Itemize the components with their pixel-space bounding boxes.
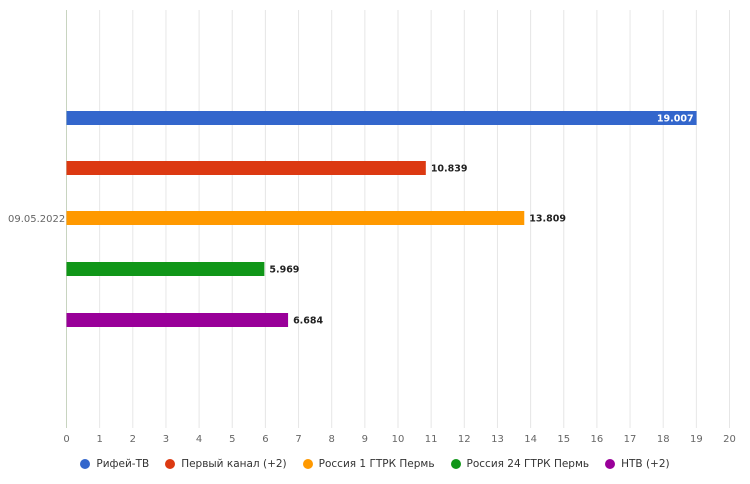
x-tick-label: 10	[392, 434, 405, 445]
x-tick-label: 11	[425, 434, 438, 445]
legend-dot-icon	[165, 459, 176, 469]
x-tick-label: 16	[591, 434, 604, 445]
legend-item[interactable]: Первый канал (+2)	[165, 458, 287, 470]
x-tick-label: 7	[295, 434, 301, 445]
x-tick-label: 14	[524, 434, 537, 445]
legend-dot-icon	[450, 459, 461, 469]
x-tick-label: 8	[329, 434, 335, 445]
x-tick-label: 6	[262, 434, 268, 445]
bar[interactable]	[66, 161, 426, 175]
data-label: 19.007	[657, 114, 694, 125]
x-tick-label: 13	[491, 434, 504, 445]
x-tick-label: 12	[458, 434, 471, 445]
legend-label: Россия 24 ГТРК Пермь	[466, 458, 590, 470]
legend-label: Рифей-ТВ	[96, 458, 150, 470]
x-tick-label: 20	[723, 434, 736, 445]
legend-item[interactable]: Россия 24 ГТРК Пермь	[450, 458, 590, 470]
legend-item[interactable]: Россия 1 ГТРК Пермь	[302, 458, 435, 470]
legend-label: Первый канал (+2)	[181, 458, 287, 470]
bar[interactable]	[66, 313, 289, 327]
x-tick-label: 3	[163, 434, 169, 445]
x-tick-label: 17	[624, 434, 637, 445]
bar[interactable]	[66, 111, 697, 125]
data-label: 6.684	[293, 316, 323, 327]
legend-dot-icon	[605, 459, 616, 469]
data-label: 10.839	[431, 164, 468, 175]
bar[interactable]	[66, 211, 525, 225]
x-tick-label: 18	[657, 434, 670, 445]
x-tick-label: 15	[557, 434, 570, 445]
legend-item[interactable]: НТВ (+2)	[605, 458, 670, 470]
x-tick-label: 2	[130, 434, 136, 445]
x-axis-ticks: 0 1 2 3 4 5 6 7 8 9 10 11 12 13 14 15 16 17 18 19 20	[63, 434, 736, 445]
legend-item[interactable]: Рифей-ТВ	[80, 458, 149, 470]
category-label: 09.05.2022	[8, 214, 65, 225]
x-tick-label: 19	[690, 434, 703, 445]
legend-label: НТВ (+2)	[621, 458, 670, 470]
data-labels: 19.007 10.839 13.809 5.969 6.684	[269, 114, 693, 327]
x-tick-label: 1	[96, 434, 102, 445]
x-tick-label: 4	[196, 434, 202, 445]
legend-dot-icon	[80, 459, 91, 469]
bars	[66, 111, 697, 327]
x-tick-label: 5	[229, 434, 235, 445]
legend: Рифей-ТВ Первый канал (+2) Россия 1 ГТРК П…	[0, 452, 750, 476]
bar[interactable]	[66, 262, 265, 276]
data-label: 5.969	[269, 265, 299, 276]
legend-dot-icon	[302, 459, 313, 469]
legend-label: Россия 1 ГТРК Пермь	[318, 458, 435, 470]
x-tick-label: 0	[63, 434, 69, 445]
x-tick-label: 9	[362, 434, 368, 445]
data-label: 13.809	[529, 214, 566, 225]
